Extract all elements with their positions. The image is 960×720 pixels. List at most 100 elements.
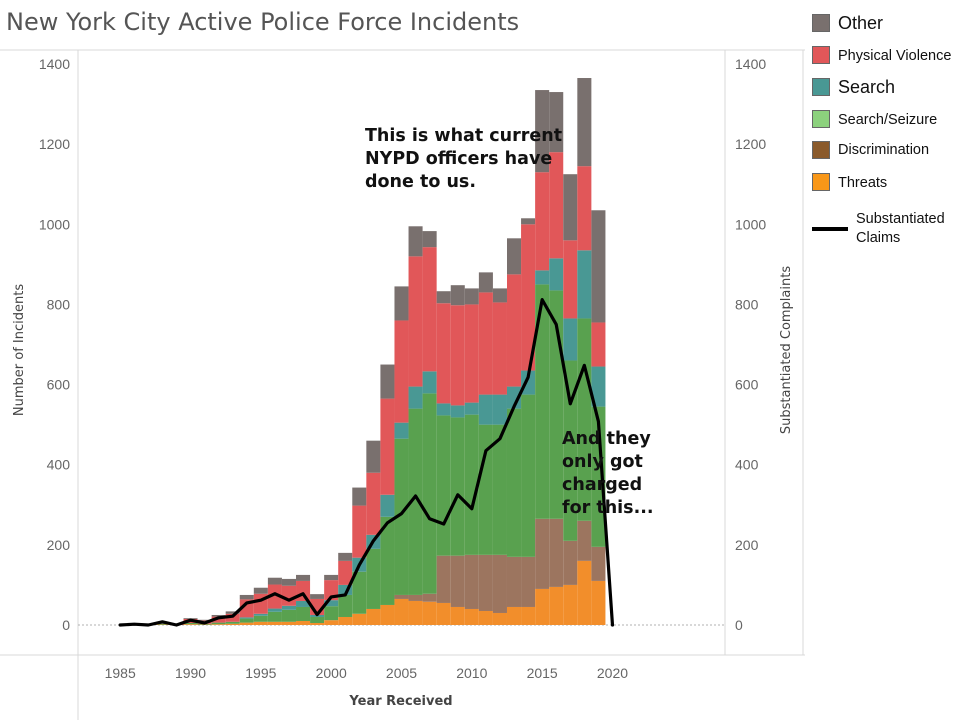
bar-search-seizure-2019 — [591, 406, 606, 547]
bar-search-1997 — [281, 605, 296, 610]
annotation-bottom-line-1: And they — [562, 429, 651, 449]
bar-physical-violence-2003 — [366, 472, 381, 535]
y2-axis-label: Substantiated Complaints — [779, 266, 794, 434]
y-tick-label-600: 600 — [47, 377, 71, 393]
bar-search-seizure-2001 — [338, 594, 353, 617]
bar-search-2014 — [521, 370, 536, 395]
bar-threats-1996 — [267, 621, 282, 625]
bar-search-seizure-2008 — [436, 415, 451, 556]
line-layer — [118, 298, 615, 627]
bar-threats-2012 — [492, 612, 507, 625]
y2-tick-label-0: 0 — [735, 617, 743, 633]
bar-search-2005 — [394, 422, 409, 439]
bar-threats-2008 — [436, 602, 451, 625]
bar-physical-violence-2008 — [436, 303, 451, 404]
bar-physical-violence-2019 — [591, 322, 606, 367]
legend-item-physical-violence[interactable]: Physical Violence — [812, 46, 951, 66]
bar-physical-violence-2017 — [563, 240, 578, 319]
bar-search-2017 — [563, 318, 578, 361]
bar-threats-1995 — [253, 621, 268, 625]
bar-discrimination-2014 — [521, 556, 536, 607]
y-axis-label: Number of Incidents — [12, 284, 27, 416]
legend-item-discrimination[interactable]: Discrimination — [812, 141, 929, 159]
annotation-bottom-line-3: charged — [562, 475, 642, 495]
bar-threats-2004 — [380, 604, 395, 625]
y2-tick-label-800: 800 — [735, 296, 759, 312]
bar-other-1996 — [267, 577, 282, 585]
bar-threats-1992 — [211, 624, 226, 625]
bar-search-2009 — [450, 405, 465, 418]
bar-search-seizure-1997 — [281, 609, 296, 622]
x-tick-label-1985: 1985 — [105, 665, 136, 681]
x-tick-label-2005: 2005 — [386, 665, 417, 681]
bar-discrimination-2013 — [507, 556, 522, 607]
legend-item-other[interactable]: Other — [812, 14, 883, 32]
bar-other-1997 — [281, 578, 296, 586]
bar-other-1990 — [183, 618, 198, 619]
bar-physical-violence-2007 — [422, 247, 437, 372]
bar-other-2014 — [521, 218, 536, 225]
bar-discrimination-2006 — [408, 594, 423, 601]
bar-search-2007 — [422, 371, 437, 394]
bar-threats-1999 — [310, 623, 325, 625]
bar-search-seizure-2017 — [563, 360, 578, 541]
legend-item-search-seizure[interactable]: Search/Seizure — [812, 110, 937, 130]
legend-item-substantiated-claims[interactable]: Substantiated Claims — [812, 210, 945, 248]
bar-search-2016 — [549, 258, 564, 291]
annotation-top-line-1: This is what current — [365, 126, 562, 146]
x-tick-label-2000: 2000 — [316, 665, 347, 681]
y2-axis-ticks: 0 200 400 600 800 1000 1200 1400 — [735, 56, 766, 633]
bar-threats-2010 — [464, 608, 479, 625]
bar-other-2007 — [422, 231, 437, 248]
legend-label-line-2: Claims — [856, 230, 901, 246]
bar-discrimination-2005 — [394, 594, 409, 599]
bar-other-2008 — [436, 291, 451, 304]
bar-search-2013 — [507, 386, 522, 409]
bar-other-2005 — [394, 286, 409, 321]
bar-search-seizure-2007 — [422, 393, 437, 594]
bar-threats-2003 — [366, 608, 381, 625]
bar-physical-violence-2006 — [408, 256, 423, 387]
x-tick-label-2010: 2010 — [456, 665, 487, 681]
bar-search-seizure-2000 — [324, 606, 339, 621]
bar-other-1994 — [239, 594, 254, 600]
legend-swatch-threats — [812, 173, 830, 191]
legend-label-line-1: Substantiated — [856, 211, 945, 227]
bar-physical-violence-2010 — [464, 304, 479, 403]
bar-threats-2000 — [324, 620, 339, 625]
bar-search-seizure-2015 — [535, 284, 550, 519]
bar-search-2000 — [324, 600, 339, 607]
bar-threats-2001 — [338, 616, 353, 625]
bar-discrimination-2016 — [549, 518, 564, 587]
bar-discrimination-2008 — [436, 555, 451, 603]
bar-discrimination-2019 — [591, 546, 606, 581]
bar-discrimination-2011 — [478, 554, 493, 611]
bar-search-seizure-2012 — [492, 424, 507, 555]
bar-search-seizure-1988 — [155, 623, 170, 625]
bar-physical-violence-1998 — [296, 580, 311, 601]
bar-other-1991 — [197, 619, 212, 621]
bar-physical-violence-1996 — [267, 584, 282, 609]
bar-search-1995 — [253, 613, 268, 616]
y2-tick-label-1200: 1200 — [735, 136, 766, 152]
bar-physical-violence-2015 — [535, 172, 550, 271]
x-tick-label-2015: 2015 — [527, 665, 558, 681]
legend-item-threats[interactable]: Threats — [812, 173, 887, 193]
bar-other-2012 — [492, 288, 507, 303]
bar-search-seizure-2002 — [352, 571, 367, 614]
annotation-top-line-3: done to us. — [365, 172, 476, 192]
x-tick-label-1990: 1990 — [175, 665, 206, 681]
bar-search-seizure-1993 — [225, 621, 240, 624]
legend-label-search-seizure: Search/Seizure — [838, 112, 938, 128]
bar-other-2018 — [577, 78, 592, 167]
y2-tick-label-400: 400 — [735, 457, 759, 473]
bar-discrimination-2018 — [577, 520, 592, 561]
bar-threats-2005 — [394, 598, 409, 625]
legend-item-search[interactable]: Search — [812, 78, 895, 96]
bar-threats-2016 — [549, 586, 564, 625]
bar-other-2002 — [352, 487, 367, 506]
bar-discrimination-2015 — [535, 518, 550, 589]
bar-other-2004 — [380, 364, 395, 399]
bar-search-2011 — [478, 394, 493, 425]
bar-threats-2019 — [591, 580, 606, 625]
